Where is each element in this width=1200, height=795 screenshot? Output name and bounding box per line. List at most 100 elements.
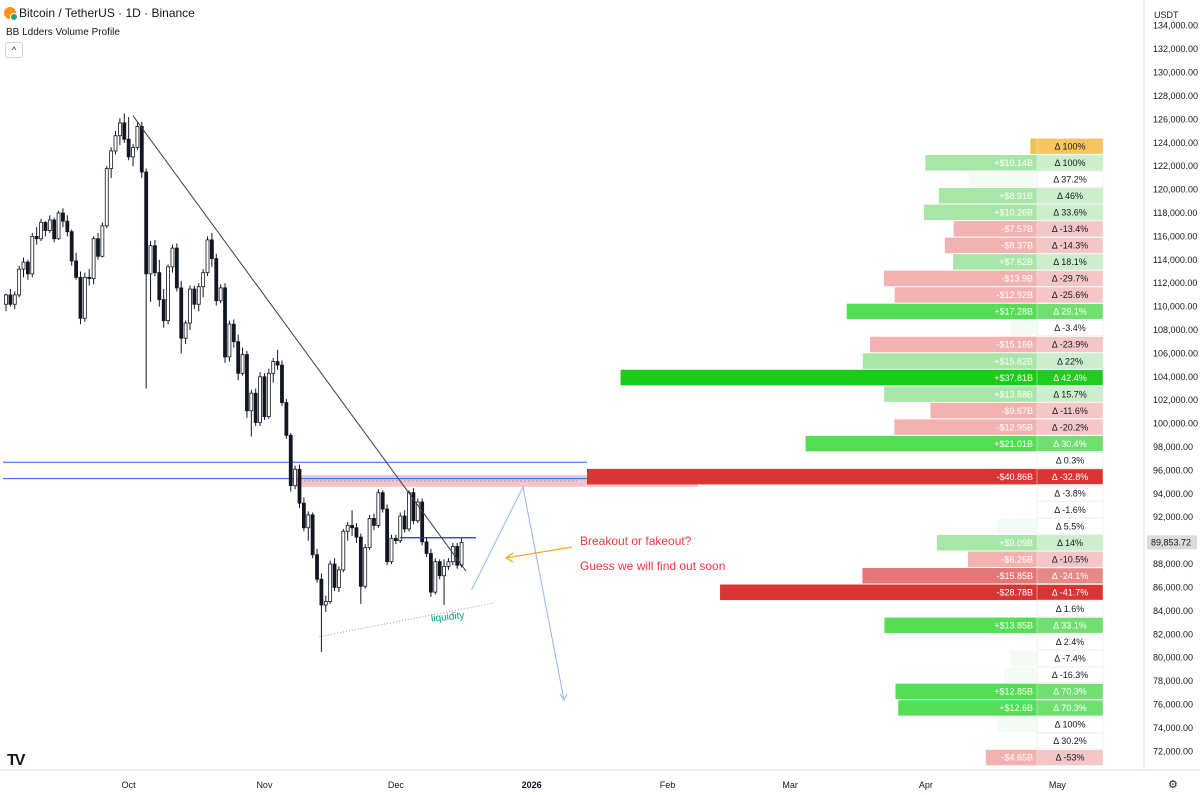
volume-bar-label: -$15.85B [996, 571, 1033, 581]
candle-up [131, 147, 135, 158]
delta-label: Δ 14% [1057, 538, 1083, 548]
delta-cell [1036, 699, 1104, 716]
candle-up [113, 135, 118, 152]
candle-up [266, 372, 271, 417]
candle-up [104, 168, 109, 227]
price-tick-label: 78,000.00 [1153, 676, 1193, 686]
price-tick-label: 120,000.00 [1153, 185, 1198, 195]
candle-up [39, 221, 43, 240]
projection-path [471, 485, 565, 701]
candle-down [139, 125, 144, 173]
delta-label: Δ -23.9% [1052, 340, 1089, 350]
indicator-name[interactable]: BB Ldders Volume Profile [6, 27, 120, 38]
collapse-button[interactable]: ^ [5, 42, 23, 58]
price-tick-label: 88,000.00 [1153, 559, 1193, 569]
candle-down [161, 299, 166, 322]
delta-label: Δ -29.7% [1052, 274, 1089, 284]
delta-label: Δ -16.3% [1052, 670, 1089, 680]
volume-profile-bar [846, 303, 1037, 320]
time-tick-label: May [1049, 780, 1067, 790]
delta-label: Δ 46% [1057, 191, 1083, 201]
price-tick-label: 94,000.00 [1153, 489, 1193, 499]
candle-down [319, 578, 324, 606]
price-tick-label: 80,000.00 [1153, 653, 1193, 663]
price-tick-label: 74,000.00 [1153, 723, 1193, 733]
price-tick-label: 92,000.00 [1153, 512, 1193, 522]
candle-up [218, 287, 223, 302]
candle-up [398, 515, 403, 542]
time-tick-label: Dec [388, 780, 405, 790]
volume-bar-label: +$10.14B [994, 158, 1033, 168]
candle-up [100, 225, 105, 257]
candle-up [170, 247, 175, 268]
candle-down [402, 515, 407, 530]
candle-down [43, 221, 48, 231]
candle-down [144, 171, 149, 275]
delta-cell [1036, 253, 1104, 270]
volume-profile-bar [862, 353, 1037, 369]
delta-label: Δ 100% [1054, 720, 1085, 730]
volume-profile-bar [720, 584, 1037, 601]
tradingview-logo-icon[interactable]: TV [7, 752, 26, 769]
settings-gear-icon[interactable]: ⚙ [1168, 779, 1178, 791]
candle-down [315, 554, 319, 580]
candle-down [96, 238, 100, 257]
candle-up [249, 392, 254, 412]
delta-cell [1036, 567, 1104, 584]
symbol-title[interactable]: Bitcoin / TetherUS · 1D · Binance [19, 6, 195, 20]
delta-cell [1036, 419, 1104, 436]
candle-down [157, 272, 162, 300]
delta-cell [1036, 402, 1104, 419]
volume-profile-bar [898, 700, 1037, 716]
candle-down [358, 536, 363, 587]
candle-up [12, 294, 17, 305]
delta-cell [1036, 666, 1104, 683]
bitcoin-icon [4, 7, 18, 21]
volume-bar-label: +$21.01B [994, 439, 1033, 449]
price-tick-label: 116,000.00 [1153, 231, 1197, 241]
price-tick-label: 126,000.00 [1153, 114, 1198, 124]
delta-cell [1036, 501, 1104, 518]
time-tick-label: Nov [256, 780, 273, 790]
volume-profile-bar [924, 204, 1037, 221]
volume-profile-bar [968, 551, 1037, 568]
candle-up [205, 239, 210, 274]
delta-cell [1036, 237, 1104, 254]
currency-unit[interactable]: USDT [1154, 10, 1179, 20]
delta-cell [1036, 518, 1104, 535]
candle-up [442, 565, 446, 577]
candle-down [236, 341, 241, 374]
candle-up [148, 245, 153, 275]
candle-down [380, 492, 385, 510]
volume-bar-label: -$12.95B [996, 422, 1033, 432]
delta-label: Δ 18.1% [1053, 257, 1087, 267]
candle-up [415, 501, 420, 522]
price-tick-label: 86,000.00 [1153, 582, 1193, 592]
delta-label: Δ 100% [1054, 142, 1085, 152]
candle-down [297, 468, 302, 504]
price-tick-label: 102,000.00 [1153, 395, 1198, 405]
volume-profile-bar [985, 749, 1037, 766]
candle-up [363, 547, 368, 587]
delta-cell [1036, 204, 1104, 221]
volume-profile-bar [884, 617, 1037, 634]
volume-bar-label: -$13.9B [1001, 274, 1033, 284]
candle-up [459, 541, 464, 566]
candle-up [433, 561, 438, 593]
volume-profile-bar [930, 402, 1037, 419]
volume-profile-bar [883, 270, 1037, 287]
volume-profile-bar [587, 468, 1037, 485]
volume-profile-bar [1030, 138, 1037, 155]
delta-cell [1036, 154, 1104, 171]
candle-down [284, 402, 289, 436]
candle-down [65, 220, 70, 233]
delta-cell [1036, 650, 1104, 667]
delta-cell [1036, 171, 1104, 188]
candle-up [328, 563, 333, 602]
candle-down [420, 501, 425, 543]
candle-down [214, 258, 219, 302]
delta-cell [1036, 386, 1104, 403]
candle-up [56, 212, 61, 240]
volume-profile-bar [805, 435, 1037, 452]
